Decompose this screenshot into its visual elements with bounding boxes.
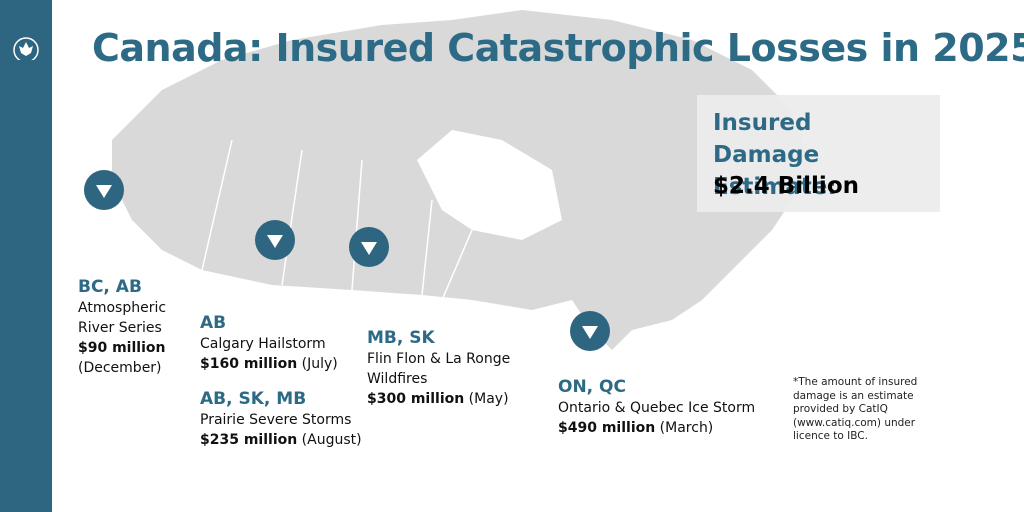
event-name: Prairie Severe Storms: [200, 412, 352, 428]
borders: [201, 139, 473, 301]
amount: $90 million: [78, 340, 166, 356]
amount: $160 million: [200, 356, 298, 372]
hudson-bay: [417, 130, 562, 240]
region: ON, QC: [558, 377, 626, 397]
region: AB, SK, MB: [200, 389, 307, 409]
period: (December): [78, 360, 162, 376]
amount: $490 million: [558, 420, 656, 436]
event-name: Calgary Hailstorm: [200, 336, 326, 352]
event: AB, SK, MB Prairie Severe Storms $235 mi…: [200, 388, 370, 450]
region: MB, SK: [367, 328, 435, 348]
estimate-amount: $2.4 Billion: [713, 173, 859, 199]
estimate-box: Insured Damage Estimate: $2.4 Billion: [697, 95, 940, 212]
period: (August): [301, 432, 362, 448]
event-name: Atmospheric River Series: [78, 300, 167, 336]
map-background: [84, 10, 812, 351]
markers: [84, 170, 610, 351]
logo: [13, 37, 39, 63]
region: BC, AB: [78, 277, 142, 297]
title: Canada: Insured Catastrophic Losses in 2…: [92, 26, 1024, 70]
footnote: *The amount of insured damage is an esti…: [793, 376, 918, 442]
estimate-label: Insured Damage Estimate:: [713, 110, 837, 200]
sidebar: [0, 0, 52, 512]
event: ON, QC Ontario & Quebec Ice Storm $490 m…: [558, 376, 778, 438]
period: (July): [301, 356, 338, 372]
period: (March): [659, 420, 714, 436]
event-name: Ontario & Quebec Ice Storm: [558, 400, 756, 416]
event-name: Flin Flon & La Ronge Wildfires: [367, 351, 511, 387]
event: MB, SK Flin Flon & La Ronge Wildfires $3…: [367, 327, 527, 409]
period: (May): [468, 391, 509, 407]
amount: $235 million: [200, 432, 298, 448]
event: BC, AB Atmospheric River Series $90 mill…: [78, 276, 178, 378]
region: AB: [200, 313, 227, 333]
event: AB Calgary Hailstorm $160 million (July): [200, 312, 370, 374]
amount: $300 million: [367, 391, 465, 407]
